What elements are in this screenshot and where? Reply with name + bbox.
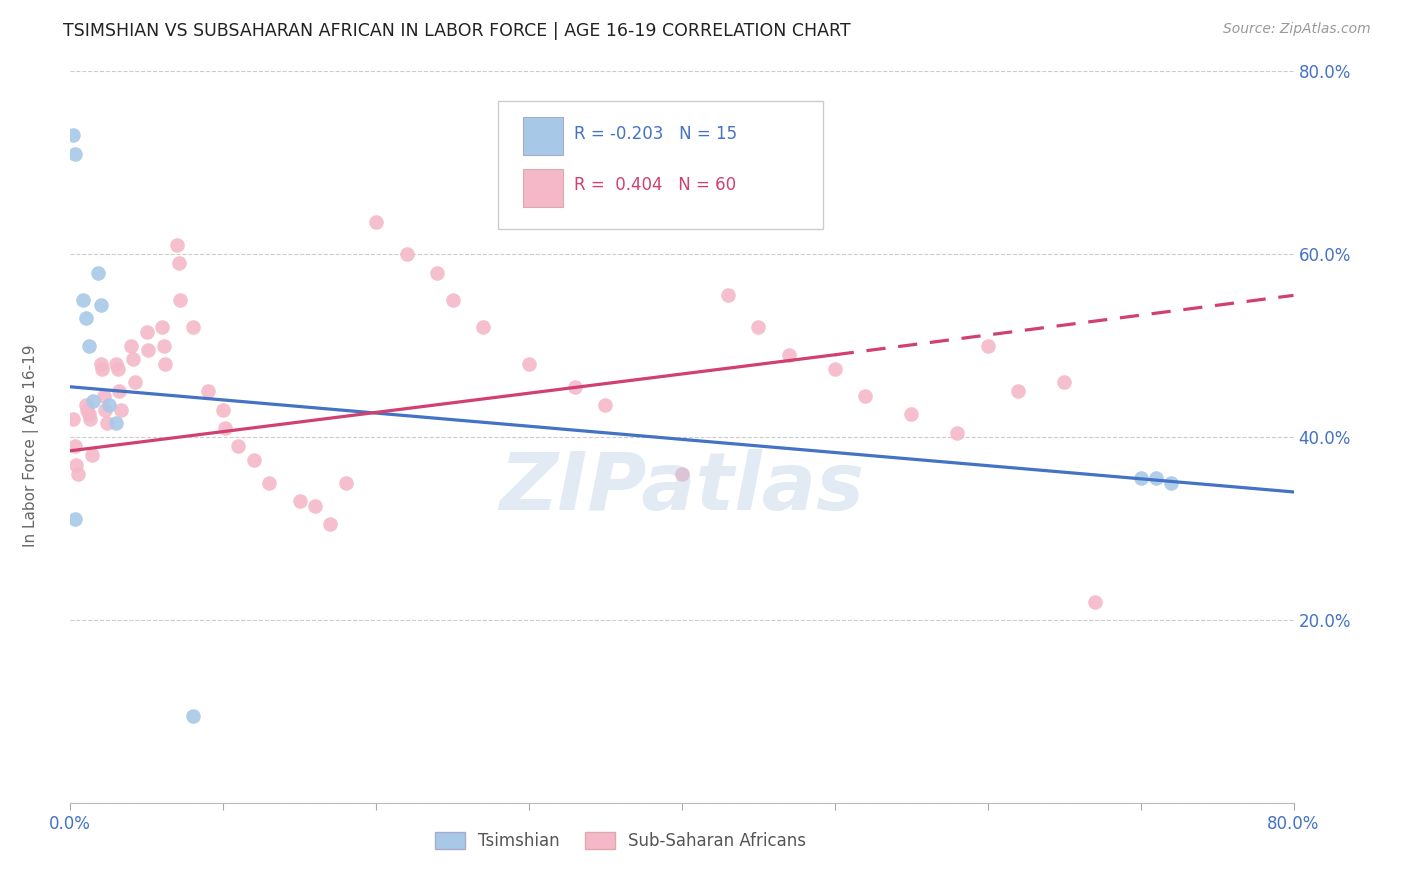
Point (166, 238, 188, 252)
Point (1129, 471, 1152, 485)
Text: ZIPatlas: ZIPatlas (499, 450, 865, 527)
Bar (523, 169, 564, 207)
Point (976, 338, 998, 352)
Point (472, 320, 495, 334)
Point (717, 288, 740, 302)
Text: R = -0.203   N = 15: R = -0.203 N = 15 (574, 125, 737, 143)
Point (167, 256, 190, 270)
Point (228, 439, 250, 453)
Point (96, 417, 118, 431)
Point (517, 357, 540, 371)
Point (335, 475, 357, 490)
Point (1053, 375, 1076, 389)
Point (87, 266, 110, 280)
Point (75, 398, 97, 412)
Point (108, 384, 131, 399)
Point (90, 357, 112, 371)
Point (181, 320, 204, 334)
Point (105, 417, 128, 431)
Point (75, 311, 97, 326)
FancyBboxPatch shape (499, 101, 823, 228)
Point (214, 421, 236, 435)
Point (304, 499, 326, 513)
Point (900, 407, 922, 421)
Point (80, 448, 103, 462)
Point (595, 398, 617, 412)
Point (136, 343, 159, 358)
Point (62, 412, 84, 426)
Point (63, 146, 86, 161)
Point (747, 320, 769, 334)
Point (1007, 384, 1029, 399)
Point (257, 475, 280, 490)
Point (152, 338, 174, 352)
Point (778, 348, 800, 362)
Point (77, 338, 100, 352)
Point (72, 293, 94, 307)
Point (243, 453, 266, 467)
Point (135, 325, 157, 339)
Point (79, 412, 101, 426)
Point (564, 380, 586, 394)
Point (1084, 594, 1107, 608)
Point (77, 407, 100, 421)
Point (169, 293, 191, 307)
Point (105, 357, 128, 371)
Point (66, 467, 89, 481)
Point (150, 320, 173, 334)
Point (319, 516, 342, 531)
Point (1160, 475, 1182, 490)
Point (946, 425, 969, 440)
Text: In Labor Force | Age 16-19: In Labor Force | Age 16-19 (22, 344, 39, 548)
Point (93, 389, 115, 403)
Point (824, 361, 846, 376)
Point (91, 361, 114, 376)
Point (441, 293, 464, 307)
Point (82, 393, 104, 408)
Point (288, 494, 311, 508)
Point (62, 128, 84, 143)
Point (110, 402, 132, 417)
Point (107, 361, 129, 376)
Point (63, 439, 86, 453)
Text: TSIMSHIAN VS SUBSAHARAN AFRICAN IN LABOR FORCE | AGE 16-19 CORRELATION CHART: TSIMSHIAN VS SUBSAHARAN AFRICAN IN LABOR… (63, 22, 851, 40)
Point (97, 398, 120, 412)
Point (124, 375, 146, 389)
Point (366, 215, 388, 229)
Point (181, 709, 204, 723)
Point (1144, 471, 1167, 485)
Point (76, 402, 98, 417)
Text: Source: ZipAtlas.com: Source: ZipAtlas.com (1223, 22, 1371, 37)
Point (65, 458, 87, 472)
Point (426, 266, 449, 280)
Point (63, 512, 86, 526)
Point (122, 352, 145, 367)
Point (94, 402, 117, 417)
Point (153, 357, 176, 371)
Bar (523, 118, 564, 155)
Point (121, 338, 143, 352)
Text: R =  0.404   N = 60: R = 0.404 N = 60 (574, 176, 737, 194)
Point (197, 384, 219, 399)
Legend: Tsimshian, Sub-Saharan Africans: Tsimshian, Sub-Saharan Africans (429, 825, 813, 856)
Point (90, 297, 112, 311)
Point (395, 247, 418, 261)
Point (671, 467, 693, 481)
Point (212, 402, 235, 417)
Point (855, 389, 877, 403)
